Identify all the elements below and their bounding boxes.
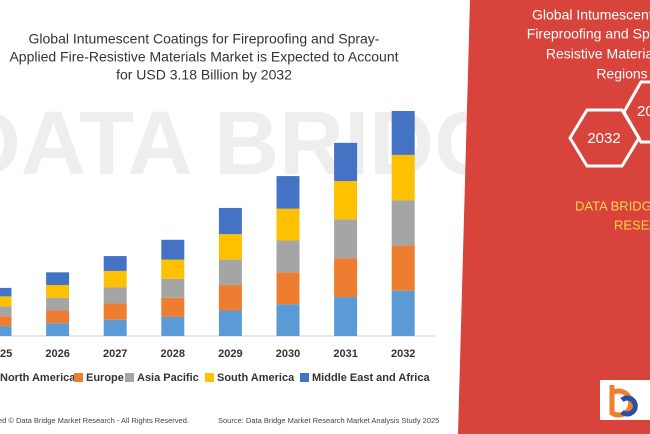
x-tick-label: 2032 (391, 348, 415, 360)
hexagon-label: 2025 (637, 103, 650, 120)
x-tick-label: 2026 (45, 348, 69, 360)
bar-segment (276, 304, 300, 336)
hexagon (622, 80, 650, 144)
bar-segment (46, 272, 70, 286)
chart-title: Applied Fire-Resistive Materials Market … (9, 49, 398, 65)
bar-segment (276, 272, 300, 305)
chart-title: Global Intumescent Coatings for Fireproo… (29, 31, 380, 47)
bar-segment (218, 310, 242, 336)
logo (609, 385, 634, 418)
brand: DATA BRIDGE MARKET (575, 198, 650, 213)
bar-segment (218, 234, 242, 260)
panel-title: Regions (596, 66, 647, 82)
bar-segment (276, 176, 300, 209)
bar-segment (334, 219, 358, 259)
legend-label: Asia Pacific (137, 372, 199, 384)
panel-title: Fireproofing and Spray-Applied Fire- (527, 26, 650, 42)
bar-segment (161, 278, 185, 298)
hexagon (568, 108, 641, 168)
bar-segment (218, 285, 242, 311)
bar-segment (161, 297, 185, 317)
footer-right: Source: Data Bridge Market Research Mark… (218, 416, 439, 425)
x-tick-label: 2028 (161, 348, 185, 360)
bar-segment (0, 287, 12, 297)
bar-segment (0, 296, 12, 307)
bar-segment (276, 240, 300, 273)
bar-segment (0, 316, 12, 327)
brand: RESEARCH (614, 217, 650, 232)
bar-segment (46, 323, 70, 336)
panel-title: Global Intumescent Coatings for (532, 7, 650, 23)
bar-segment (103, 270, 127, 288)
x-tick-label: 2030 (276, 348, 300, 360)
bar-segment (391, 245, 415, 291)
bar-segment (103, 256, 127, 271)
legend-swatch (300, 373, 309, 382)
bar-segment (334, 258, 358, 298)
legend-swatch (205, 373, 214, 382)
bar-segment (46, 285, 70, 298)
bar-segment (103, 319, 127, 336)
legend-label: Europe (86, 372, 124, 384)
bar-segment (391, 111, 415, 155)
bar-segment (391, 290, 415, 336)
x-tick-label: 2029 (218, 348, 242, 360)
bar-segment (391, 154, 415, 201)
x-tick-label: 2025 (0, 348, 12, 360)
legend-label: Middle East and Africa (312, 372, 430, 384)
bar-segment (161, 239, 185, 260)
logo (620, 395, 638, 417)
bar-segment (0, 306, 12, 317)
legend-swatch (125, 373, 134, 382)
bar-segment (103, 287, 127, 304)
legend-label: South America (217, 372, 295, 384)
bar-segment (218, 259, 242, 286)
bar-segment (161, 316, 185, 336)
bar-segment (218, 207, 242, 235)
hexagon-label: 2032 (587, 130, 620, 147)
legend-swatch (74, 373, 83, 382)
x-tick-label: 2031 (333, 348, 357, 360)
bar-segment (161, 259, 185, 279)
bar-segment (276, 208, 300, 241)
panel-title: Resistive Materials Market, By (546, 46, 650, 62)
bar-segment (46, 297, 70, 311)
legend-label: North America (0, 372, 76, 384)
bar-segment (103, 303, 127, 320)
bar-segment (334, 142, 358, 182)
bar-segment (46, 310, 70, 324)
bar-segment (334, 181, 358, 220)
bar-segment (0, 326, 12, 336)
x-tick-label: 2027 (103, 348, 127, 360)
footer-left: Copyright Protected © Data Bridge Market… (0, 416, 189, 425)
bar-segment (334, 297, 358, 336)
bar-segment (391, 200, 415, 246)
chart-title: for USD 3.18 Billion by 2032 (116, 67, 292, 83)
